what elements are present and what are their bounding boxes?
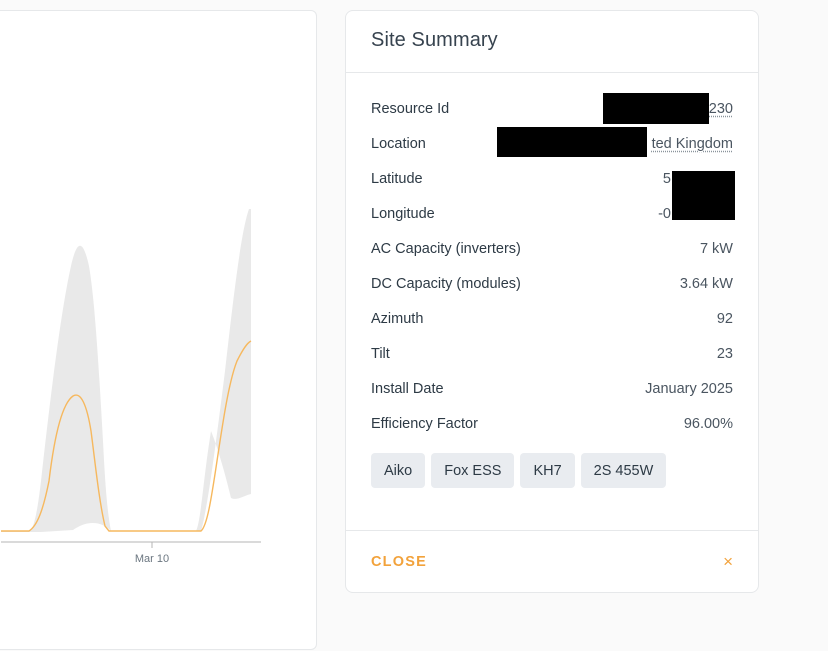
panel-header: Site Summary [346, 11, 758, 73]
x-axis-tick-label: Mar 10 [135, 553, 169, 565]
equipment-tags: Aiko Fox ESS KH7 2S 455W [346, 441, 758, 488]
site-summary-panel: Site Summary Resource Id 1fc230 Location… [345, 10, 759, 593]
row-label: Location [371, 136, 426, 152]
forecast-chart-card: Mar 10 [0, 10, 317, 650]
row-ac-capacity: AC Capacity (inverters) 7 kW [371, 231, 733, 266]
tag-inverter-brand: Fox ESS [431, 453, 514, 488]
row-tilt: Tilt 23 [371, 336, 733, 371]
redaction-block [672, 171, 735, 220]
panel-footer: CLOSE × [346, 530, 758, 592]
row-label: Azimuth [371, 311, 423, 327]
tag-inverter-model: KH7 [520, 453, 574, 488]
tag-module-brand: Aiko [371, 453, 425, 488]
efficiency-factor-value: 96.00% [684, 416, 733, 432]
row-azimuth: Azimuth 92 [371, 301, 733, 336]
row-label: Tilt [371, 346, 390, 362]
close-icon[interactable]: × [723, 552, 733, 572]
row-install-date: Install Date January 2025 [371, 371, 733, 406]
row-label: Latitude [371, 171, 423, 187]
dc-capacity-value: 3.64 kW [680, 276, 733, 292]
close-button[interactable]: CLOSE [371, 554, 427, 570]
redaction-block [497, 127, 647, 157]
tag-string-config: 2S 455W [581, 453, 667, 488]
ac-capacity-value: 7 kW [700, 241, 733, 257]
redaction-block [603, 93, 709, 124]
forecast-chart: Mar 10 [0, 11, 318, 651]
azimuth-value: 92 [717, 311, 733, 327]
row-efficiency-factor: Efficiency Factor 96.00% [371, 406, 733, 441]
install-date-value: January 2025 [645, 381, 733, 397]
row-label: AC Capacity (inverters) [371, 241, 521, 257]
location-value[interactable]: ted Kingdom [652, 136, 733, 152]
row-label: Resource Id [371, 101, 449, 117]
panel-title: Site Summary [371, 29, 733, 52]
tilt-value: 23 [717, 346, 733, 362]
row-label: DC Capacity (modules) [371, 276, 521, 292]
row-dc-capacity: DC Capacity (modules) 3.64 kW [371, 266, 733, 301]
row-label: Install Date [371, 381, 444, 397]
row-label: Efficiency Factor [371, 416, 478, 432]
row-label: Longitude [371, 206, 435, 222]
